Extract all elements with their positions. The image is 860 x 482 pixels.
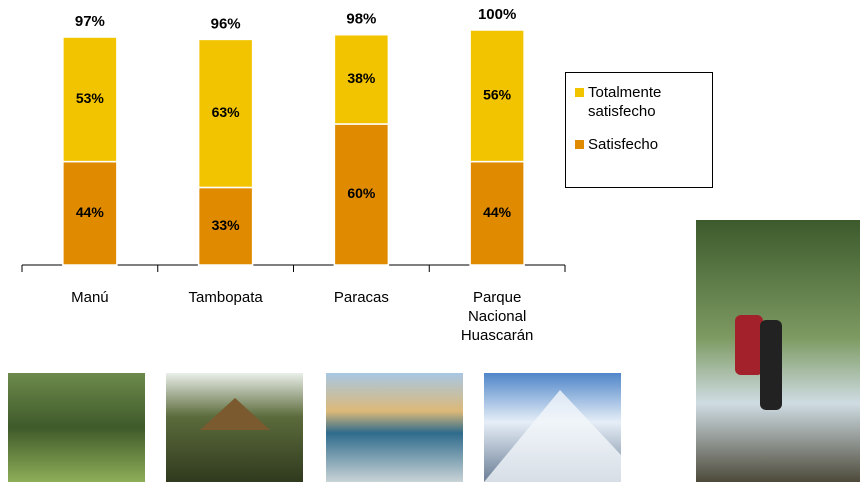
photo-backpack (735, 315, 763, 375)
value-label: 33% (212, 217, 241, 233)
bar-segment (333, 123, 390, 266)
value-label: 60% (347, 185, 376, 201)
photo (326, 373, 463, 482)
bar-segment (62, 160, 118, 266)
total-label: 96% (211, 15, 241, 32)
photo-mountain (484, 390, 621, 482)
x-tick-label: Tambopata (188, 289, 263, 306)
x-tick-label: Paracas (333, 289, 389, 306)
value-label: 56% (483, 87, 512, 103)
photo-hiker (760, 320, 782, 410)
legend-label: Totalmente satisfecho (588, 84, 662, 120)
legend-swatch (575, 140, 584, 149)
total-label: 97% (75, 13, 105, 30)
legend-label: Satisfecho (588, 136, 659, 153)
bar-segment (469, 29, 525, 163)
value-label: 63% (212, 104, 241, 120)
total-label: 100% (478, 6, 516, 23)
legend-item: Totalmente satisfecho (575, 83, 706, 121)
total-label: 98% (346, 11, 376, 28)
bar-segment (197, 186, 254, 266)
bar-segment (197, 38, 254, 189)
value-label: 38% (347, 70, 376, 86)
x-tick-label: Parque Nacional Huascarán (460, 289, 534, 344)
legend-swatch (575, 88, 584, 97)
bar-segment (62, 36, 118, 163)
photo-hut (200, 398, 270, 430)
legend-item: Satisfecho (575, 135, 706, 154)
legend: Totalmente satisfecho Satisfecho (565, 72, 713, 188)
value-label: 44% (76, 204, 105, 220)
value-label: 44% (483, 204, 512, 220)
photo (8, 373, 145, 482)
x-tick-label: Manú (71, 289, 109, 306)
bar-segment (333, 33, 390, 125)
value-label: 53% (76, 90, 105, 106)
